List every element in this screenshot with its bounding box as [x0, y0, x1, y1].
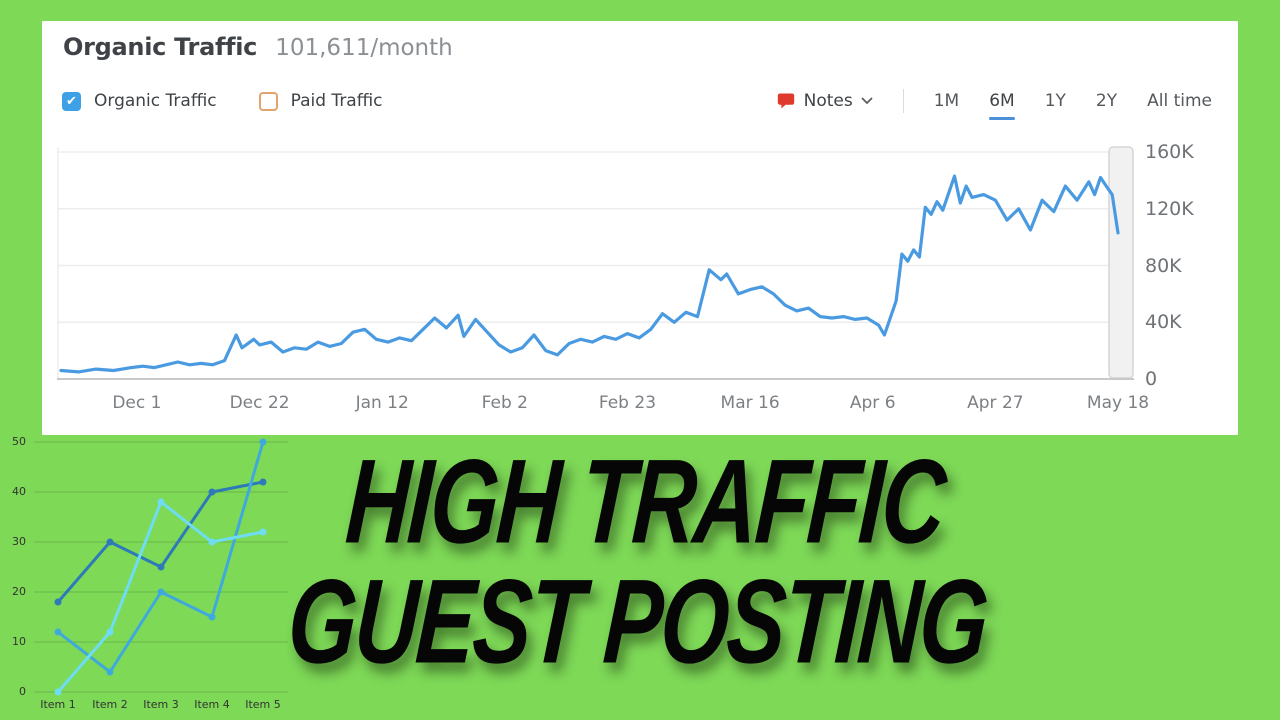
mini-y-axis-label: 50 — [12, 435, 26, 448]
mini-line-chart: 0 10 20 30 40 50 Item 1 Item 2 Item 3 Item 4 Item … — [0, 432, 312, 720]
mini-x-axis-label: Item 4 — [194, 698, 230, 711]
paid-traffic-checkbox-label[interactable]: Paid Traffic — [290, 91, 383, 111]
y-axis-label: 80K — [1145, 254, 1182, 277]
mini-x-axis-label: Item 1 — [40, 698, 76, 711]
mini-x-axis-label: Item 5 — [245, 698, 281, 711]
x-axis-label: May 18 — [1086, 393, 1150, 413]
notes-button[interactable]: Notes — [777, 91, 873, 111]
range-tab-1y[interactable]: 1Y — [1044, 91, 1066, 111]
divider — [902, 89, 904, 113]
panel-header: Organic Traffic 101,611/month — [63, 33, 453, 61]
x-axis-label: Feb 2 — [481, 393, 528, 413]
mini-y-axis-label: 0 — [19, 685, 26, 698]
x-axis-label: Dec 1 — [112, 393, 162, 413]
y-axis-label: 40K — [1145, 311, 1182, 334]
range-tab-1m[interactable]: 1M — [933, 91, 960, 111]
checkbox-checked-icon[interactable]: ✔ — [62, 91, 81, 111]
chart-right-scrub-handle[interactable] — [1108, 146, 1134, 379]
notes-label: Notes — [803, 91, 853, 111]
range-tab-2y[interactable]: 2Y — [1095, 91, 1118, 111]
organic-traffic-checkbox-label[interactable]: Organic Traffic — [94, 91, 217, 111]
y-axis-label: 120K — [1145, 197, 1194, 220]
organic-traffic-checkbox[interactable]: ✔ Organic Traffic — [62, 91, 217, 111]
chart-controls-row: ✔ Organic Traffic Paid Traffic Notes — [62, 84, 1212, 120]
panel-title: Organic Traffic — [63, 33, 258, 61]
series-light-cyan-line — [56, 500, 265, 694]
organic-traffic-line — [59, 174, 1120, 374]
x-axis-label: Apr 6 — [849, 393, 896, 413]
range-tabs: 1M 6M 1Y 2Y All time — [933, 91, 1212, 120]
x-axis-label: Mar 16 — [720, 393, 780, 413]
x-axis-label: Dec 22 — [229, 393, 290, 413]
headline: HIGH TRAFFIC GUEST POSTING — [273, 433, 1010, 689]
checkbox-empty-icon[interactable] — [258, 91, 278, 111]
range-tab-all-time[interactable]: All time — [1147, 91, 1212, 111]
mini-x-axis-label: Item 2 — [92, 698, 128, 711]
mini-y-axis-label: 20 — [12, 585, 26, 598]
x-axis-label: Apr 27 — [967, 393, 1024, 413]
mini-line-chart-plot — [34, 438, 288, 696]
mini-y-axis-label: 10 — [12, 635, 26, 648]
mini-y-axis-label: 40 — [12, 485, 26, 498]
notes-speech-bubble-icon — [777, 92, 796, 110]
x-axis-label: Feb 23 — [598, 393, 657, 413]
x-axis-label: Jan 12 — [355, 393, 409, 413]
organic-traffic-panel: 0 40K 80K 120K 160K Dec 1 Dec 22 Jan 12 Feb 2 Feb… — [42, 21, 1238, 435]
chevron-down-icon — [861, 97, 873, 105]
y-axis-label: 0 — [1145, 368, 1158, 390]
headline-line1: HIGH TRAFFIC — [342, 433, 948, 569]
headline-line2: GUEST POSTING — [284, 553, 991, 689]
y-axis-label: 160K — [1145, 141, 1194, 163]
panel-subtitle: 101,611/month — [275, 35, 453, 61]
series-medium-blue-line — [56, 440, 265, 674]
range-tab-6m[interactable]: 6M — [989, 91, 1016, 120]
mini-x-axis-label: Item 3 — [143, 698, 179, 711]
paid-traffic-checkbox[interactable]: Paid Traffic — [258, 91, 383, 111]
mini-y-axis-label: 30 — [12, 535, 26, 548]
range-controls: Notes 1M 6M 1Y 2Y All time — [777, 89, 1212, 120]
